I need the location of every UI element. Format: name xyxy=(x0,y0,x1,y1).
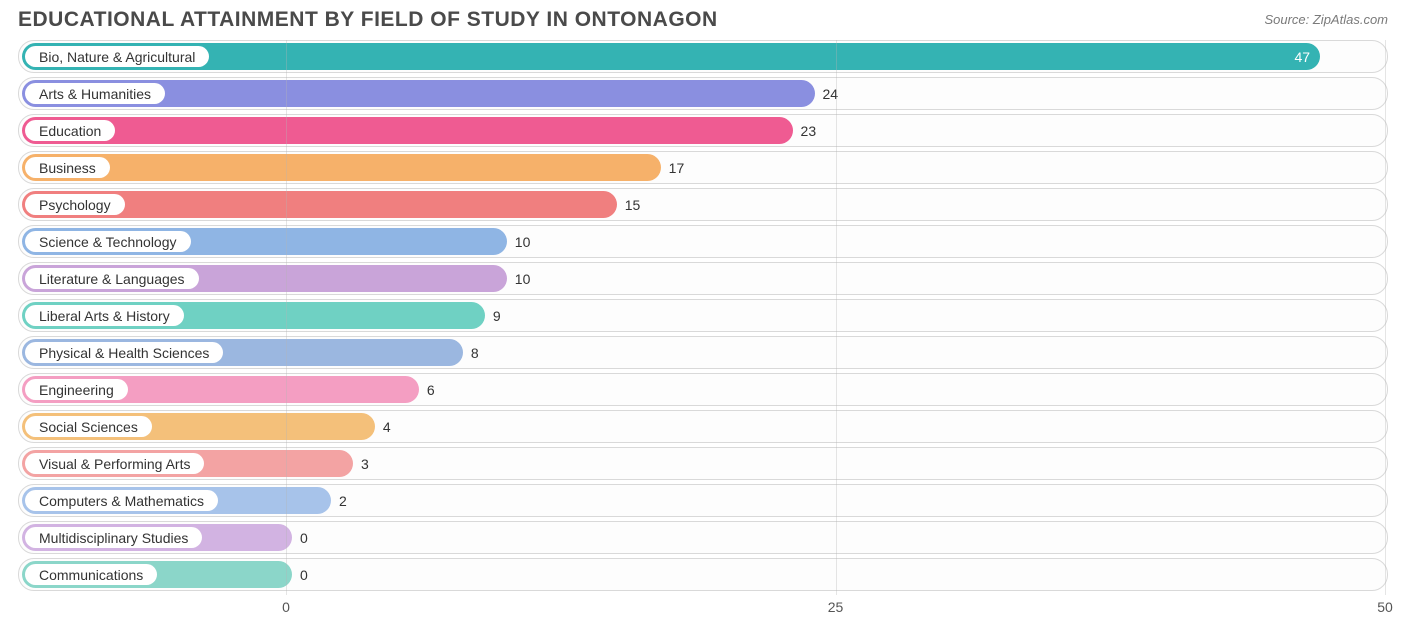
value-label: 15 xyxy=(617,189,641,220)
bar-row: 10 Literature & Languages xyxy=(18,262,1388,295)
category-label: Business xyxy=(25,157,110,178)
bar-row: 23 Education xyxy=(18,114,1388,147)
category-label: Physical & Health Sciences xyxy=(25,342,223,363)
category-label: Social Sciences xyxy=(25,416,152,437)
bar-row: 8 Physical & Health Sciences xyxy=(18,336,1388,369)
gridline xyxy=(836,40,837,595)
bar: Multidisciplinary Studies xyxy=(22,524,292,551)
bar: 47 Bio, Nature & Agricultural xyxy=(22,43,1320,70)
category-label: Engineering xyxy=(25,379,128,400)
bar-row: 6 Engineering xyxy=(18,373,1388,406)
bar-row: 4 Social Sciences xyxy=(18,410,1388,443)
bar-row: 17 Business xyxy=(18,151,1388,184)
category-label: Liberal Arts & History xyxy=(25,305,184,326)
category-label: Communications xyxy=(25,564,157,585)
category-label: Science & Technology xyxy=(25,231,191,252)
bar-row: 0 Communications xyxy=(18,558,1388,591)
value-label: 2 xyxy=(331,485,347,516)
bar: Literature & Languages xyxy=(22,265,507,292)
x-tick-label: 0 xyxy=(282,599,290,615)
bar: Psychology xyxy=(22,191,617,218)
bar-row: 10 Science & Technology xyxy=(18,225,1388,258)
bar-row: 2 Computers & Mathematics xyxy=(18,484,1388,517)
value-label: 23 xyxy=(793,115,817,146)
category-label: Psychology xyxy=(25,194,125,215)
bar-row: 15 Psychology xyxy=(18,188,1388,221)
category-label: Arts & Humanities xyxy=(25,83,165,104)
value-label: 4 xyxy=(375,411,391,442)
category-label: Multidisciplinary Studies xyxy=(25,527,202,548)
bar: Visual & Performing Arts xyxy=(22,450,353,477)
category-label: Literature & Languages xyxy=(25,268,199,289)
bar: Education xyxy=(22,117,793,144)
gridline xyxy=(286,40,287,595)
category-label: Education xyxy=(25,120,115,141)
chart-source: Source: ZipAtlas.com xyxy=(1264,8,1388,27)
bar-row: 9 Liberal Arts & History xyxy=(18,299,1388,332)
value-label: 0 xyxy=(292,522,308,553)
bar-row: 24Arts & Humanities xyxy=(18,77,1388,110)
value-label: 47 xyxy=(1294,43,1310,70)
bar: Liberal Arts & History xyxy=(22,302,485,329)
value-label: 17 xyxy=(661,152,685,183)
bar-row: 47 Bio, Nature & Agricultural xyxy=(18,40,1388,73)
bar-row: 0 Multidisciplinary Studies xyxy=(18,521,1388,554)
bar: Computers & Mathematics xyxy=(22,487,331,514)
chart-title: EDUCATIONAL ATTAINMENT BY FIELD OF STUDY… xyxy=(18,8,718,32)
category-label: Bio, Nature & Agricultural xyxy=(25,46,209,67)
value-label: 10 xyxy=(507,226,531,257)
value-label: 3 xyxy=(353,448,369,479)
x-tick-label: 50 xyxy=(1377,599,1393,615)
gridline xyxy=(1385,40,1386,595)
bar: Communications xyxy=(22,561,292,588)
bar: Physical & Health Sciences xyxy=(22,339,463,366)
x-tick-label: 25 xyxy=(828,599,844,615)
bar-row: 3 Visual & Performing Arts xyxy=(18,447,1388,480)
x-axis: 02550 xyxy=(18,595,1388,625)
category-label: Computers & Mathematics xyxy=(25,490,218,511)
bars-container: 47Bio, Nature & Agricultural24Arts & Hum… xyxy=(18,40,1388,591)
bar: Engineering xyxy=(22,376,419,403)
value-label: 10 xyxy=(507,263,531,294)
value-label: 0 xyxy=(292,559,308,590)
bar: Business xyxy=(22,154,661,181)
bar: Science & Technology xyxy=(22,228,507,255)
bar: Social Sciences xyxy=(22,413,375,440)
chart-header: EDUCATIONAL ATTAINMENT BY FIELD OF STUDY… xyxy=(0,0,1406,34)
bar: Arts & Humanities xyxy=(22,80,815,107)
value-label: 6 xyxy=(419,374,435,405)
chart-area: 47Bio, Nature & Agricultural24Arts & Hum… xyxy=(0,34,1406,625)
category-label: Visual & Performing Arts xyxy=(25,453,204,474)
value-label: 8 xyxy=(463,337,479,368)
value-label: 9 xyxy=(485,300,501,331)
